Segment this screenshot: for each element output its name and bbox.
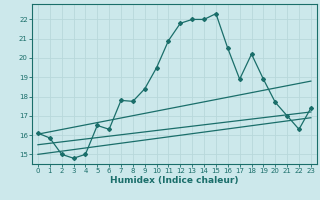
X-axis label: Humidex (Indice chaleur): Humidex (Indice chaleur) xyxy=(110,176,239,185)
